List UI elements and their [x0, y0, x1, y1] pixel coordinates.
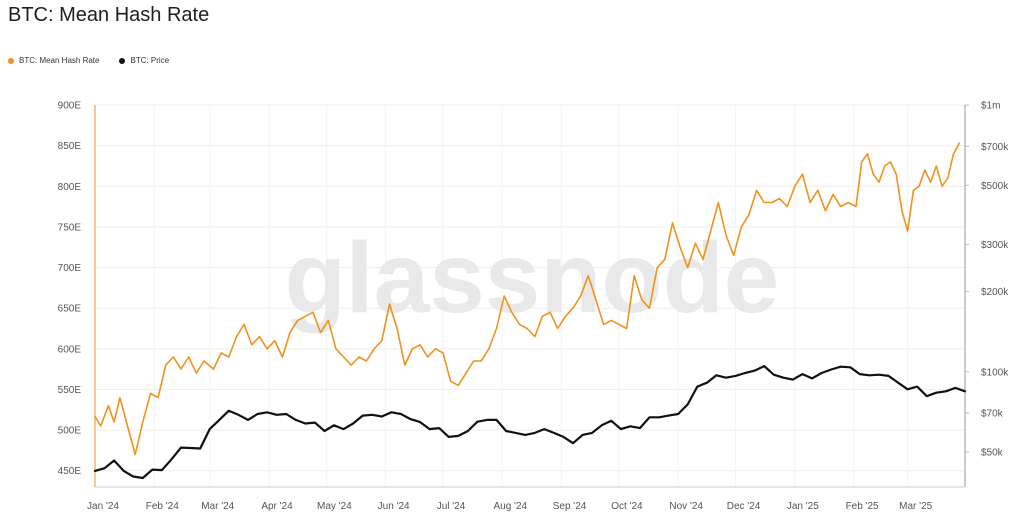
- legend-swatch-hash-rate: [8, 57, 14, 64]
- watermark-logo: glassnode: [285, 222, 780, 334]
- legend: BTC: Mean Hash Rate BTC: Price: [8, 56, 169, 65]
- x-tick-label: Mar '24: [201, 501, 234, 512]
- y-tick-label-left: 900E: [58, 101, 82, 112]
- x-tick-label: Jul '24: [437, 501, 466, 512]
- y-tick-label-left: 750E: [58, 222, 82, 233]
- y-tick-label-right: $700k: [981, 142, 1009, 153]
- y-tick-label-right: $1m: [981, 101, 1000, 112]
- x-tick-label: Nov '24: [669, 501, 703, 512]
- chart-title: BTC: Mean Hash Rate: [8, 4, 210, 26]
- x-tick-label: Feb '24: [146, 501, 179, 512]
- legend-item-price[interactable]: BTC: Price: [119, 56, 169, 65]
- y-tick-label-left: 550E: [58, 385, 82, 396]
- y-tick-label-left: 500E: [58, 426, 82, 437]
- x-tick-label: Oct '24: [611, 501, 643, 512]
- legend-swatch-price: [119, 57, 126, 64]
- series-line-hash-rate: [94, 142, 961, 456]
- y-tick-label-left: 650E: [58, 304, 82, 315]
- x-tick-label: Aug '24: [493, 501, 527, 512]
- y-tick-label-right: $300k: [981, 240, 1009, 251]
- y-tick-label-right: $500k: [981, 181, 1009, 192]
- x-tick-label: Jun '24: [378, 501, 410, 512]
- y-tick-label-left: 450E: [58, 466, 82, 477]
- legend-label-hash-rate: BTC: Mean Hash Rate: [19, 56, 100, 65]
- y-tick-label-left: 600E: [58, 344, 82, 355]
- y-tick-label-right: $200k: [981, 287, 1009, 298]
- legend-item-hash-rate[interactable]: BTC: Mean Hash Rate: [8, 56, 99, 65]
- legend-label-price: BTC: Price: [130, 56, 170, 65]
- x-tick-label: Apr '24: [261, 501, 293, 512]
- y-tick-label-right: $50k: [981, 448, 1004, 459]
- y-tick-label-right: $100k: [981, 367, 1009, 378]
- x-tick-label: Jan '24: [87, 501, 119, 512]
- y-tick-label-right: $70k: [981, 409, 1004, 420]
- x-tick-label: Mar '25: [899, 501, 932, 512]
- x-tick-label: Jan '25: [787, 501, 819, 512]
- y-tick-label-left: 800E: [58, 182, 82, 193]
- series-line-price: [93, 365, 967, 480]
- x-tick-label: May '24: [317, 501, 352, 512]
- y-tick-label-left: 850E: [58, 141, 82, 152]
- x-tick-label: Sep '24: [553, 501, 587, 512]
- x-tick-label: Feb '25: [846, 501, 879, 512]
- y-tick-label-left: 700E: [58, 263, 82, 274]
- x-tick-label: Dec '24: [727, 501, 761, 512]
